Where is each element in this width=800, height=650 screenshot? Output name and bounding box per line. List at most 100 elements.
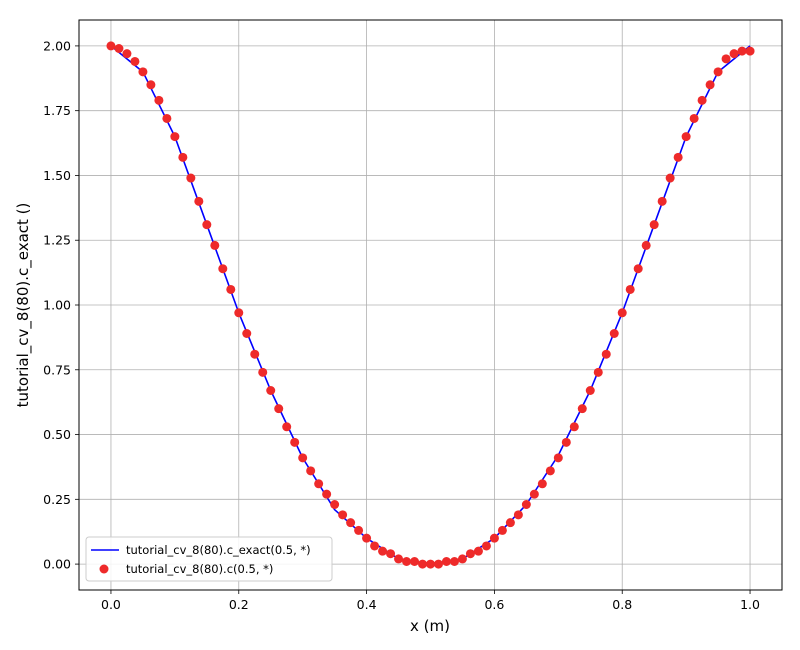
computed-data-point — [170, 132, 180, 142]
computed-data-point — [657, 196, 667, 206]
computed-data-point — [449, 557, 459, 566]
computed-data-point — [553, 453, 563, 463]
computed-data-point — [210, 240, 220, 250]
computed-data-point — [226, 284, 236, 294]
y-tick-label: 0.00 — [43, 557, 71, 572]
legend-label-exact: tutorial_cv_8(80).c_exact(0.5, *) — [126, 543, 311, 557]
computed-data-point — [266, 386, 276, 395]
computed-data-point — [569, 422, 579, 432]
computed-data-point — [178, 152, 188, 162]
x-tick-label: 0.4 — [357, 597, 377, 612]
x-tick-label: 0.8 — [612, 597, 632, 612]
x-tick-label: 0.0 — [101, 597, 121, 612]
computed-data-point — [513, 510, 523, 520]
computed-data-point — [290, 437, 300, 447]
computed-data-point — [465, 549, 475, 559]
computed-data-point — [681, 132, 691, 142]
grid — [79, 20, 782, 590]
x-tick-label: 0.2 — [229, 597, 249, 612]
computed-data-point — [561, 437, 571, 447]
x-tick-label: 0.6 — [484, 597, 504, 612]
computed-data-point — [242, 329, 252, 338]
computed-data-point — [194, 196, 204, 206]
computed-data-point — [410, 557, 420, 566]
computed-data-point — [545, 466, 555, 476]
computed-data-point — [601, 349, 611, 359]
computed-data-point — [322, 489, 332, 499]
plot-area — [106, 41, 755, 569]
computed-data-point — [298, 453, 308, 463]
computed-data-point — [713, 67, 723, 77]
computed-data-point — [114, 44, 124, 53]
computed-data-point — [418, 559, 428, 569]
x-axis-label: x (m) — [410, 617, 450, 635]
computed-data-point — [737, 46, 747, 56]
computed-data-point — [473, 546, 483, 556]
y-tick-label: 2.00 — [43, 38, 71, 53]
computed-data-point — [386, 549, 396, 559]
computed-data-point — [402, 557, 412, 566]
computed-data-point — [306, 466, 316, 476]
computed-data-point — [218, 264, 228, 274]
computed-data-point — [705, 80, 715, 90]
computed-data-point — [314, 479, 324, 489]
computed-data-point — [338, 510, 348, 520]
computed-data-point — [394, 554, 404, 564]
computed-data-point — [641, 240, 651, 250]
computed-data-point — [426, 559, 435, 569]
computed-data-point — [489, 533, 499, 543]
computed-data-point — [481, 541, 491, 551]
computed-data-point — [577, 404, 587, 414]
computed-data-point — [697, 95, 707, 105]
computed-data-point — [282, 422, 292, 432]
computed-data-point — [625, 284, 635, 294]
computed-data-point — [130, 56, 140, 66]
computed-data-point — [354, 525, 364, 535]
computed-data-point — [202, 220, 212, 230]
computed-data-point — [593, 367, 603, 377]
legend-label-computed: tutorial_cv_8(80).c(0.5, *) — [126, 562, 273, 576]
y-tick-label: 1.50 — [43, 168, 71, 183]
computed-data-point — [585, 386, 595, 395]
computed-data-point — [505, 518, 515, 528]
computed-data-point — [441, 557, 451, 566]
y-tick-label: 1.00 — [43, 298, 71, 313]
computed-data-point — [617, 308, 627, 318]
computed-data-point — [665, 173, 675, 183]
y-tick-label: 0.75 — [43, 362, 71, 377]
computed-data-point — [529, 489, 539, 499]
y-tick-label: 0.25 — [43, 492, 71, 507]
y-tick-label: 1.25 — [43, 233, 71, 248]
computed-data-point — [378, 546, 388, 556]
computed-data-point — [370, 541, 380, 551]
computed-data-point — [154, 95, 164, 105]
computed-data-point — [122, 49, 132, 59]
computed-data-point — [186, 173, 196, 183]
computed-data-point — [633, 264, 643, 274]
y-tick-label: 0.50 — [43, 427, 71, 442]
computed-data-point — [274, 404, 284, 414]
computed-data-point — [689, 113, 699, 123]
computed-data-point — [729, 49, 739, 59]
computed-data-point — [250, 349, 260, 359]
computed-data-point — [162, 113, 172, 123]
computed-data-point — [497, 525, 507, 535]
computed-data-point — [346, 518, 356, 528]
computed-data-point — [649, 220, 659, 230]
computed-data-point — [673, 152, 683, 162]
computed-data-point — [106, 41, 116, 51]
computed-data-point — [537, 479, 547, 489]
computed-data-point — [721, 54, 731, 64]
y-axis-label: tutorial_cv_8(80).c_exact () — [14, 203, 33, 408]
computed-data-point — [330, 500, 340, 509]
computed-data-point — [258, 367, 268, 377]
computed-data-point — [433, 559, 443, 569]
legend-box — [85, 536, 333, 582]
computed-data-point — [745, 46, 755, 56]
x-tick-label: 1.0 — [740, 597, 760, 612]
y-tick-label: 1.75 — [43, 103, 71, 118]
legend: tutorial_cv_8(80).c_exact(0.5, *) tutori… — [85, 536, 333, 582]
computed-data-point — [234, 308, 244, 318]
